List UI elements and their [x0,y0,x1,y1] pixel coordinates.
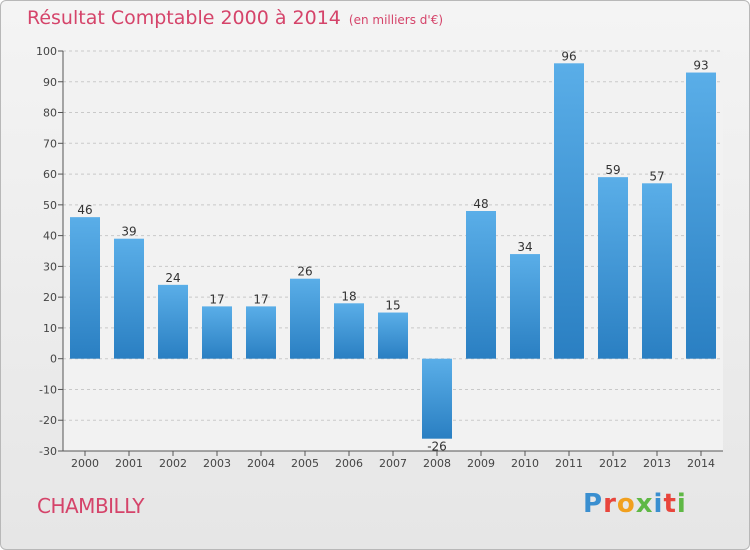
y-tick-label: -10 [39,383,57,396]
y-tick-label: 70 [43,137,57,150]
data-label-2004: 17 [253,292,268,306]
y-tick-label: 0 [50,353,57,366]
x-tick-label-2000: 2000 [71,457,99,470]
data-label-2000: 46 [77,203,92,217]
data-label-2014: 93 [693,59,708,73]
x-tick-label-2002: 2002 [159,457,187,470]
logo-letter: t [663,489,677,519]
bar-2006 [334,303,364,359]
data-label-2013: 57 [649,169,664,183]
bar-2009 [466,211,496,359]
x-tick-label-2006: 2006 [335,457,363,470]
chart-subtitle: (en milliers d'€) [348,13,444,27]
y-tick-label: -30 [39,445,57,458]
data-labels: 46 39 24 17 17 26 18 15 -26 48 34 96 59 57 93 [77,49,708,453]
y-tick-label: 80 [43,107,57,120]
logo-letter: o [616,489,636,519]
x-tick-label-2013: 2013 [643,457,671,470]
x-tick-labels: 2000 2001 2002 2003 2004 2005 2006 2007 2008 2009… [71,457,715,470]
y-tick-label: 10 [43,322,57,335]
data-label-2002: 24 [165,271,180,285]
logo-letter: x [635,489,654,519]
x-tick-label-2005: 2005 [291,457,319,470]
y-tick-label: 100 [36,45,57,58]
x-tick-label-2008: 2008 [423,457,451,470]
logo-letter: r [603,489,617,519]
y-tick-label: 30 [43,260,57,273]
data-label-2006: 18 [341,289,356,303]
data-label-2005: 26 [297,265,312,279]
data-label-2011: 96 [561,49,576,63]
bar-2011 [554,63,584,359]
x-tick-label-2007: 2007 [379,457,407,470]
chart-title: Résultat Comptable 2000 à 2014 (en millie… [27,7,443,29]
data-label-2010: 34 [517,240,532,254]
y-tick-labels: -30 -20 -10 0 10 20 30 40 50 60 70 80 90 100 [36,45,57,458]
x-tick-label-2014: 2014 [687,457,715,470]
y-tick-label: 50 [43,199,57,212]
data-label-2009: 48 [473,197,488,211]
logo-letter: i [676,489,687,519]
data-label-2007: 15 [385,299,400,313]
y-tick-label: -20 [39,414,57,427]
x-tick-label-2001: 2001 [115,457,143,470]
town-name: CHAMBILLY [37,494,144,518]
logo-letter: i [653,489,664,519]
bar-2002 [158,284,188,359]
x-tick-label-2004: 2004 [247,457,275,470]
y-tick-label: 60 [43,168,57,181]
proxiti-logo[interactable]: Proxiti [583,489,687,519]
bar-2000 [70,217,100,359]
bar-2014 [686,72,716,359]
x-tick-label-2012: 2012 [599,457,627,470]
y-tick-label: 20 [43,291,57,304]
bars [70,63,716,439]
axes [58,50,723,456]
bar-2010 [510,254,540,359]
x-tick-label-2010: 2010 [511,457,539,470]
data-label-2003: 17 [209,292,224,306]
bar-2007 [378,312,408,359]
bar-2001 [114,238,144,359]
bar-2008 [422,358,452,439]
chart-title-text: Résultat Comptable 2000 à 2014 [27,7,341,29]
bar-2003 [202,306,232,359]
data-label-2008: -26 [427,440,447,454]
logo-letter: P [583,489,604,519]
y-tick-label: 40 [43,230,57,243]
data-label-2001: 39 [121,225,136,239]
data-label-2012: 59 [605,163,620,177]
bar-2004 [246,306,276,359]
y-tick-label: 90 [43,76,57,89]
x-tick-label-2003: 2003 [203,457,231,470]
bar-2012 [598,177,628,359]
bar-2013 [642,183,672,359]
x-tick-label-2009: 2009 [467,457,495,470]
bar-2005 [290,278,320,359]
x-tick-label-2011: 2011 [555,457,583,470]
